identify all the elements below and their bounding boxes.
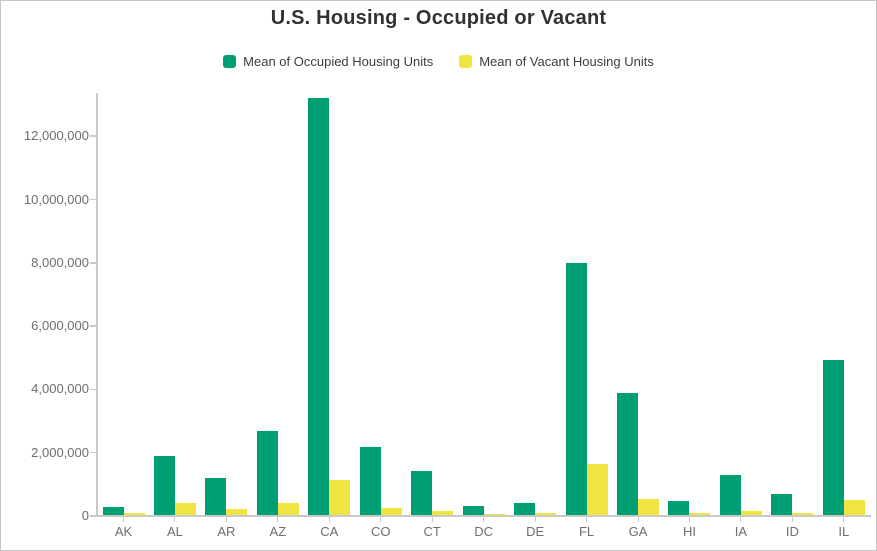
x-axis-tick <box>688 517 690 522</box>
x-axis-tick <box>637 517 639 522</box>
y-axis-tick-label: 8,000,000 <box>31 254 89 270</box>
x-axis-category-label: IA <box>734 524 748 539</box>
bar-vacant-DC[interactable] <box>483 514 505 515</box>
y-axis-tick <box>90 451 96 454</box>
legend-item-vacant[interactable]: Mean of Vacant Housing Units <box>459 54 654 69</box>
bar-vacant-HI[interactable] <box>689 512 711 515</box>
bar-occupied-AK[interactable] <box>102 507 124 515</box>
y-axis-tick-label: 6,000,000 <box>31 318 89 334</box>
x-axis-category-label: IL <box>838 524 850 539</box>
y-axis-tick-label: 10,000,000 <box>23 191 89 207</box>
bar-vacant-AZ[interactable] <box>277 502 299 515</box>
bar-occupied-ID[interactable] <box>771 494 793 515</box>
bar-vacant-CA[interactable] <box>329 479 351 515</box>
x-axis-category-label: DC <box>474 524 494 539</box>
bar-occupied-AL[interactable] <box>153 455 175 515</box>
bar-vacant-ID[interactable] <box>792 512 814 515</box>
x-axis-category-label: HI <box>682 524 696 539</box>
x-axis-tick <box>380 517 382 522</box>
y-axis-tick <box>90 325 96 327</box>
x-axis-category-label: AK <box>114 524 133 539</box>
y-axis-tick <box>90 135 96 137</box>
legend-label-occupied: Mean of Occupied Housing Units <box>243 54 434 69</box>
y-axis-tick <box>90 388 96 391</box>
legend-item-occupied[interactable]: Mean of Occupied Housing Units <box>223 54 433 69</box>
bar-occupied-DC[interactable] <box>462 505 484 515</box>
x-axis-tick <box>740 517 742 522</box>
x-axis-tick <box>534 517 536 522</box>
bar-occupied-GA[interactable] <box>617 393 638 515</box>
bar-vacant-AL[interactable] <box>174 502 196 515</box>
y-axis-tick <box>90 198 96 201</box>
x-axis-category-label: AL <box>166 524 183 539</box>
y-axis-tick-label: 12,000,000 <box>23 128 89 144</box>
legend: Mean of Occupied Housing Units Mean of V… <box>1 54 876 69</box>
occupied-series-swatch-icon <box>223 55 237 68</box>
bar-occupied-FL[interactable] <box>565 263 587 515</box>
bar-vacant-CT[interactable] <box>432 510 454 515</box>
x-axis-category-label: ID <box>785 524 799 539</box>
x-axis-category-label: GA <box>628 524 648 539</box>
bar-occupied-HI[interactable] <box>668 500 690 515</box>
bar-occupied-IA[interactable] <box>719 475 741 515</box>
y-axis-tick-label: 2,000,000 <box>31 444 89 460</box>
x-axis-category-label: CO <box>371 524 391 539</box>
x-axis-tick <box>277 517 279 522</box>
x-axis-tick <box>586 517 588 522</box>
x-axis-tick <box>123 517 124 522</box>
bar-vacant-FL[interactable] <box>586 463 608 515</box>
bar-vacant-IA[interactable] <box>740 511 762 515</box>
x-axis-tick <box>483 517 485 522</box>
y-axis-tick <box>90 262 96 264</box>
legend-label-vacant: Mean of Vacant Housing Units <box>479 54 654 69</box>
x-axis-category-label: CT <box>423 524 441 539</box>
x-axis-category-label: DE <box>526 524 545 539</box>
bar-occupied-AZ[interactable] <box>256 431 278 515</box>
y-axis-tick-label: 0 <box>81 508 89 523</box>
x-axis-category-label: AZ <box>269 524 287 539</box>
x-axis-category-label: CA <box>320 524 339 539</box>
bar-occupied-CT[interactable] <box>411 470 433 515</box>
x-axis-category-label: AR <box>217 524 236 539</box>
x-axis-tick <box>431 517 433 522</box>
y-axis-tick-label: 4,000,000 <box>31 381 89 397</box>
bar-occupied-CO[interactable] <box>359 447 381 515</box>
bar-vacant-IL[interactable] <box>843 499 865 515</box>
chart-title: U.S. Housing - Occupied or Vacant <box>270 7 607 29</box>
x-axis-tick <box>843 517 845 522</box>
bar-occupied-CA[interactable] <box>308 97 330 515</box>
bar-vacant-GA[interactable] <box>638 499 659 515</box>
bar-vacant-CO[interactable] <box>380 508 402 515</box>
bar-occupied-IL[interactable] <box>822 360 844 515</box>
x-axis-category-label: FL <box>578 524 595 539</box>
bar-occupied-AR[interactable] <box>205 477 227 515</box>
x-axis-tick <box>328 517 330 522</box>
y-axis-tick <box>90 515 96 517</box>
bar-vacant-DE[interactable] <box>535 513 557 515</box>
x-axis-tick <box>791 517 793 522</box>
bar-vacant-AK[interactable] <box>123 512 145 515</box>
y-axis-line <box>96 93 98 517</box>
bar-occupied-DE[interactable] <box>514 503 536 515</box>
vacant-series-swatch-icon <box>459 55 473 68</box>
x-axis-line <box>96 515 871 517</box>
x-axis-tick <box>174 517 176 522</box>
bar-vacant-AR[interactable] <box>226 508 248 515</box>
x-axis-tick <box>225 517 227 522</box>
